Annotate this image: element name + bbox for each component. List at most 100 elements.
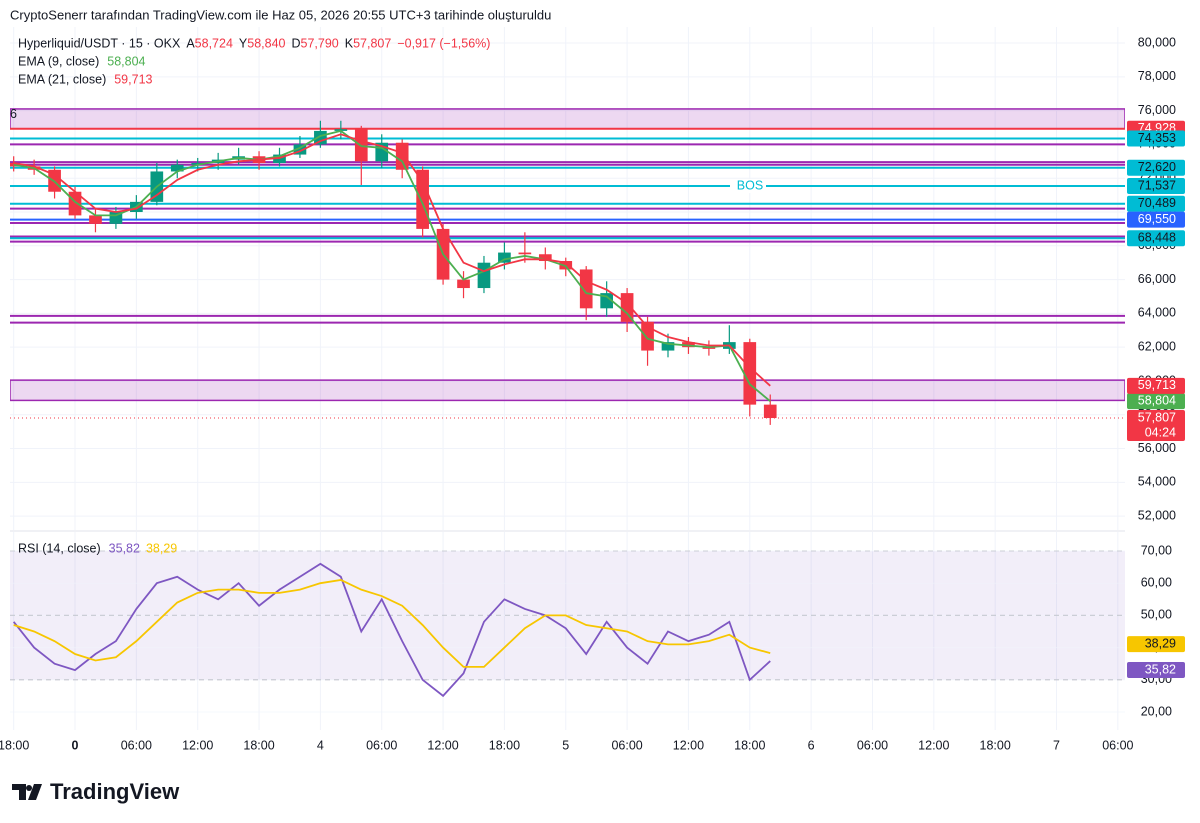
x-tick-label: 6 — [808, 738, 815, 752]
series-line — [12, 562, 771, 698]
candle-body — [661, 342, 675, 351]
x-tick-label: 18:00 — [489, 738, 520, 752]
x-tick-label: 06:00 — [611, 738, 642, 752]
logo-dot — [26, 785, 32, 791]
legend-text: 58,804 — [107, 54, 145, 68]
y-tick-label: 56,000 — [1138, 441, 1176, 455]
logo: TradingView — [12, 779, 180, 804]
candle-body — [293, 144, 307, 155]
price-label-box — [1127, 130, 1185, 147]
price-label: 72,620 — [1138, 160, 1176, 174]
y-tick-label: 50,00 — [1141, 608, 1172, 622]
x-tick-label: 06:00 — [366, 738, 397, 752]
legend-text: 58,724 — [195, 36, 233, 50]
price-label-box — [1127, 636, 1185, 653]
legend-text: EMA (9, close) — [18, 54, 99, 68]
y-tick-label: 64,000 — [1138, 306, 1176, 320]
price-label-box — [1127, 178, 1185, 195]
candle-body — [109, 212, 123, 224]
x-tick-label: 0 — [72, 738, 79, 752]
y-tick-label: 80,000 — [1138, 35, 1176, 49]
zone-tag: 6 — [10, 107, 17, 121]
legend-text: Y — [239, 36, 248, 50]
price-label: 58,804 — [1138, 393, 1176, 407]
price-label-box — [1127, 377, 1185, 394]
price-label: 68,448 — [1138, 231, 1176, 245]
price-label-box — [1127, 230, 1185, 247]
header: CryptoSenerr tarafından TradingView.com … — [10, 7, 551, 22]
zone — [10, 108, 1125, 130]
x-tick-label: 06:00 — [1102, 738, 1133, 752]
price-label-box — [1127, 662, 1185, 679]
legend-text: 59,713 — [114, 72, 152, 86]
price-label: 74,353 — [1138, 131, 1176, 145]
price-label: 59,713 — [1138, 378, 1176, 392]
legend-text: 38,29 — [146, 541, 177, 555]
candle-body — [600, 293, 613, 309]
candle-body — [518, 252, 532, 255]
x-tick-label: 06:00 — [857, 738, 888, 752]
price-label: 35,82 — [1145, 662, 1176, 676]
candle-body — [416, 169, 429, 229]
legend-text: 57,790 — [301, 36, 339, 50]
zone — [10, 379, 1125, 402]
x-tick-label: 18:00 — [0, 738, 29, 752]
y-tick-label: 66,000 — [1138, 272, 1176, 286]
price-label: 38,29 — [1145, 636, 1176, 650]
x-tick-label: 4 — [317, 738, 324, 752]
x-tick-label: 12:00 — [427, 738, 458, 752]
price-label-box — [1127, 393, 1185, 410]
price-label-box — [1127, 211, 1185, 228]
x-tick-label: 18:00 — [734, 738, 765, 752]
y-tick-label: 78,000 — [1138, 69, 1176, 83]
candle-body — [457, 279, 470, 289]
candle-body — [763, 404, 777, 419]
candle-body — [498, 252, 511, 263]
x-tick-label: 06:00 — [121, 738, 152, 752]
price-label-box — [1127, 410, 1185, 442]
legend-text: 35,82 — [109, 541, 140, 555]
price-label: 69,550 — [1138, 212, 1176, 226]
x-tick-label: 12:00 — [673, 738, 704, 752]
series-line — [13, 133, 771, 387]
legend-text: 58,840 — [247, 36, 285, 50]
level-text-bg — [730, 179, 766, 194]
countdown: 04:24 — [1145, 425, 1176, 439]
price-label: 70,489 — [1138, 196, 1176, 210]
series-line — [13, 129, 771, 402]
price-label-box — [1127, 159, 1185, 176]
legend-text: A — [186, 36, 195, 50]
price-pane: BOS — [10, 27, 1125, 530]
x-tick-label: 18:00 — [980, 738, 1011, 752]
y-tick-label: 70,00 — [1141, 543, 1172, 557]
y-tick-label: 62,000 — [1138, 339, 1176, 353]
brand: TradingView — [50, 779, 180, 804]
x-tick-label: 7 — [1053, 738, 1060, 752]
price-label: 71,537 — [1138, 178, 1176, 192]
overlay: 18:00 0 06:00 12:00 18:00 4 06:00 12:00 18:00 5 06… — [0, 35, 1185, 752]
price-label-box — [1127, 195, 1185, 212]
x-tick-label: 12:00 — [182, 738, 213, 752]
legend-text: D — [291, 36, 300, 50]
rsi-pane — [10, 532, 1125, 730]
candle-body — [395, 142, 409, 170]
y-tick-label: 54,000 — [1138, 475, 1176, 489]
price-label: 57,807 — [1138, 410, 1176, 424]
level-text: BOS — [737, 178, 763, 192]
candle-body — [743, 342, 757, 405]
candle-body — [89, 215, 102, 224]
legend-text: RSI (14, close) — [18, 541, 101, 555]
y-tick-label: 60,00 — [1141, 575, 1172, 589]
x-tick-label: 12:00 — [918, 738, 949, 752]
y-tick-label: 20,00 — [1141, 704, 1172, 718]
candle-body — [579, 269, 593, 309]
x-tick-label: 18:00 — [243, 738, 274, 752]
y-tick-label: 76,000 — [1138, 103, 1176, 117]
series-line — [13, 579, 771, 668]
y-tick-label: 52,000 — [1138, 508, 1176, 522]
candle-body — [170, 164, 184, 172]
legend-text: −0,917 (−1,56%) — [397, 36, 490, 50]
